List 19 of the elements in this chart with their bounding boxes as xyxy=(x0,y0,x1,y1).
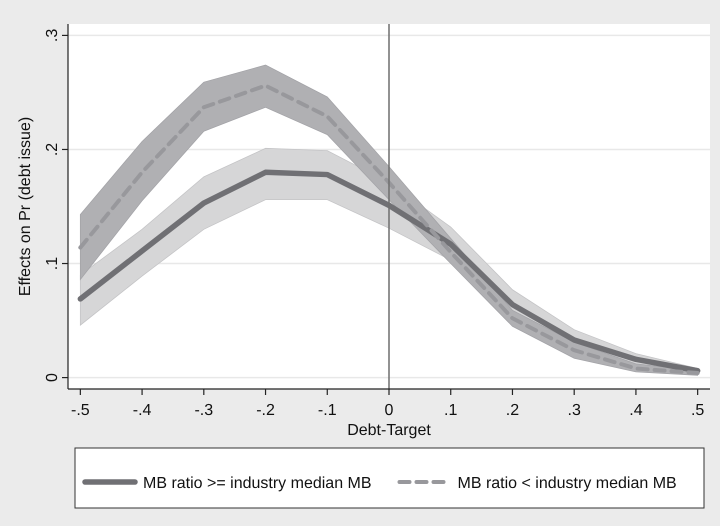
x-tick-label: -.4 xyxy=(132,402,152,419)
x-axis-title: Debt-Target xyxy=(347,422,432,439)
x-tick-label: .4 xyxy=(629,402,643,419)
x-tick-label: -.3 xyxy=(194,402,214,419)
x-tick-label: -.5 xyxy=(71,402,90,419)
x-tick-label: 0 xyxy=(384,402,394,419)
y-tick-label: 0 xyxy=(44,373,61,382)
x-tick-label: .1 xyxy=(444,402,458,419)
x-tick-label: -.2 xyxy=(256,402,275,419)
legend-label: MB ratio < industry median MB xyxy=(458,475,677,492)
y-tick-label: .3 xyxy=(44,28,61,42)
y-axis-title: Effects on Pr (debt issue) xyxy=(17,116,34,296)
legend-label: MB ratio >= industry median MB xyxy=(143,475,372,492)
x-tick-label: -.1 xyxy=(318,402,337,419)
x-tick-label: .3 xyxy=(568,402,581,419)
y-tick-label: .2 xyxy=(44,142,61,156)
x-tick-label: .2 xyxy=(506,402,520,419)
x-tick-label: .5 xyxy=(690,402,704,419)
y-tick-label: .1 xyxy=(44,256,61,270)
